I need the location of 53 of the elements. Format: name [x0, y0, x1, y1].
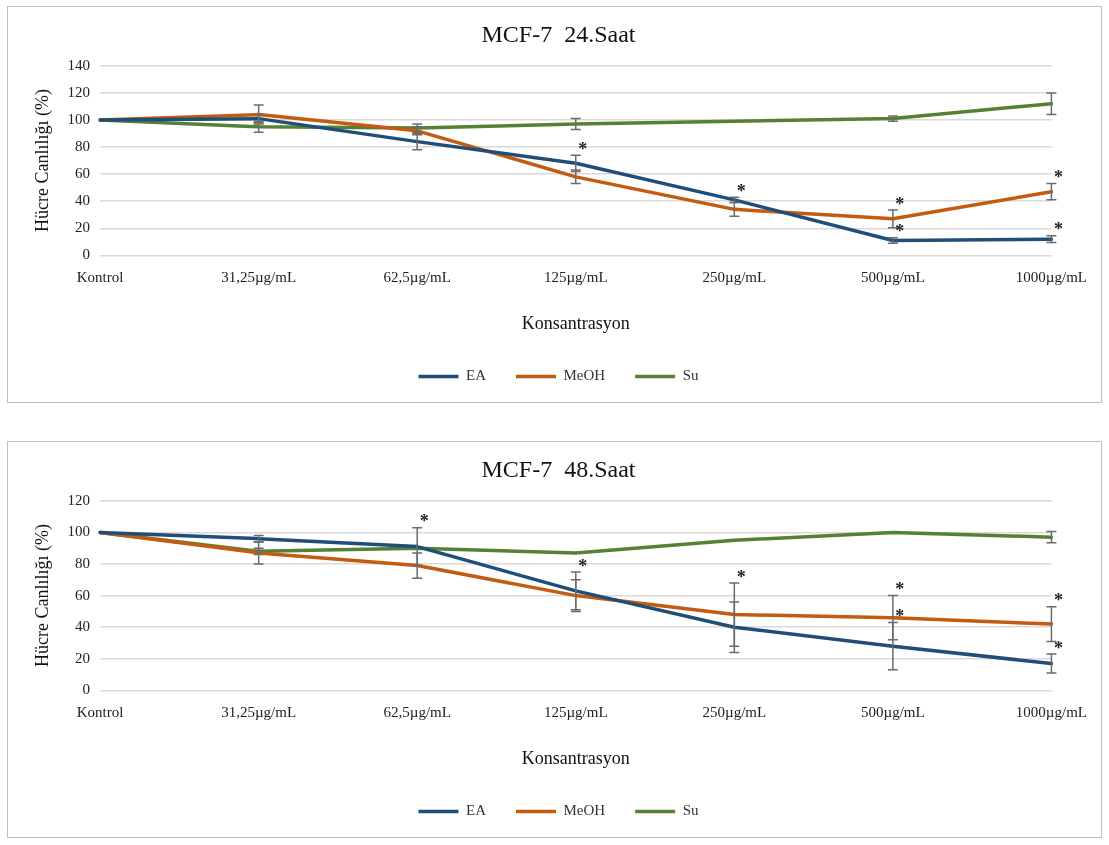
x-axis-title: Konsantrasyon — [521, 312, 630, 333]
y-axis-title: Hücre Canlılığı (%) — [31, 89, 53, 233]
y-tick-label: 120 — [67, 83, 91, 100]
legend-label: Su — [682, 367, 699, 384]
y-tick-label: 20 — [75, 219, 91, 236]
y-tick-label: 0 — [82, 246, 91, 263]
y-tick-label: 120 — [67, 491, 91, 508]
y-tick-label: 140 — [67, 56, 91, 73]
y-tick-label: 40 — [75, 192, 91, 209]
annotation: * — [736, 180, 746, 201]
y-tick-label: 60 — [75, 165, 91, 182]
y-tick-label: 60 — [75, 586, 91, 603]
x-tick-label: 250µg/mL — [702, 269, 767, 286]
annotation: * — [1053, 219, 1063, 240]
y-axis-title: Hücre Canlılığı (%) — [31, 524, 53, 668]
legend-label: EA — [466, 802, 487, 819]
annotation: * — [578, 138, 588, 159]
y-tick-label: 40 — [75, 618, 91, 635]
x-tick-label: Kontrol — [76, 269, 124, 286]
x-tick-label: 31,25µg/mL — [221, 704, 297, 721]
x-tick-label: 250µg/mL — [702, 704, 767, 721]
legend-label: MeOH — [563, 802, 606, 819]
legend-label: EA — [466, 367, 487, 384]
y-tick-label: 80 — [75, 137, 91, 154]
x-tick-label: 500µg/mL — [861, 269, 925, 286]
x-tick-label: 62,5µg/mL — [383, 704, 451, 721]
x-tick-label: 1000µg/mL — [1015, 269, 1087, 286]
x-tick-label: 62,5µg/mL — [383, 269, 451, 286]
x-tick-label: 125µg/mL — [543, 269, 608, 286]
annotation: * — [419, 511, 429, 532]
x-tick-label: 1000µg/mL — [1015, 704, 1087, 721]
annotation: * — [895, 193, 905, 214]
x-tick-label: Kontrol — [76, 704, 124, 721]
legend-label: Su — [682, 802, 699, 819]
y-tick-label: 20 — [75, 649, 91, 666]
chart-title: MCF-7 48.Saat — [481, 455, 636, 482]
annotation: * — [1053, 167, 1063, 188]
y-tick-label: 100 — [67, 110, 91, 127]
x-tick-label: 125µg/mL — [543, 704, 608, 721]
annotation: * — [736, 566, 746, 587]
x-axis-title: Konsantrasyon — [521, 747, 630, 768]
y-tick-label: 100 — [67, 523, 91, 540]
x-tick-label: 31,25µg/mL — [221, 269, 297, 286]
legend-label: MeOH — [563, 367, 606, 384]
annotation: * — [1053, 590, 1063, 611]
y-tick-label: 80 — [75, 554, 91, 571]
x-tick-label: 500µg/mL — [861, 704, 925, 721]
y-tick-label: 0 — [82, 681, 91, 698]
chart-title: MCF-7 24.Saat — [481, 20, 636, 47]
annotation: * — [578, 555, 588, 576]
annotation: * — [895, 579, 905, 600]
annotation: * — [895, 221, 905, 242]
annotation: * — [1053, 637, 1063, 658]
